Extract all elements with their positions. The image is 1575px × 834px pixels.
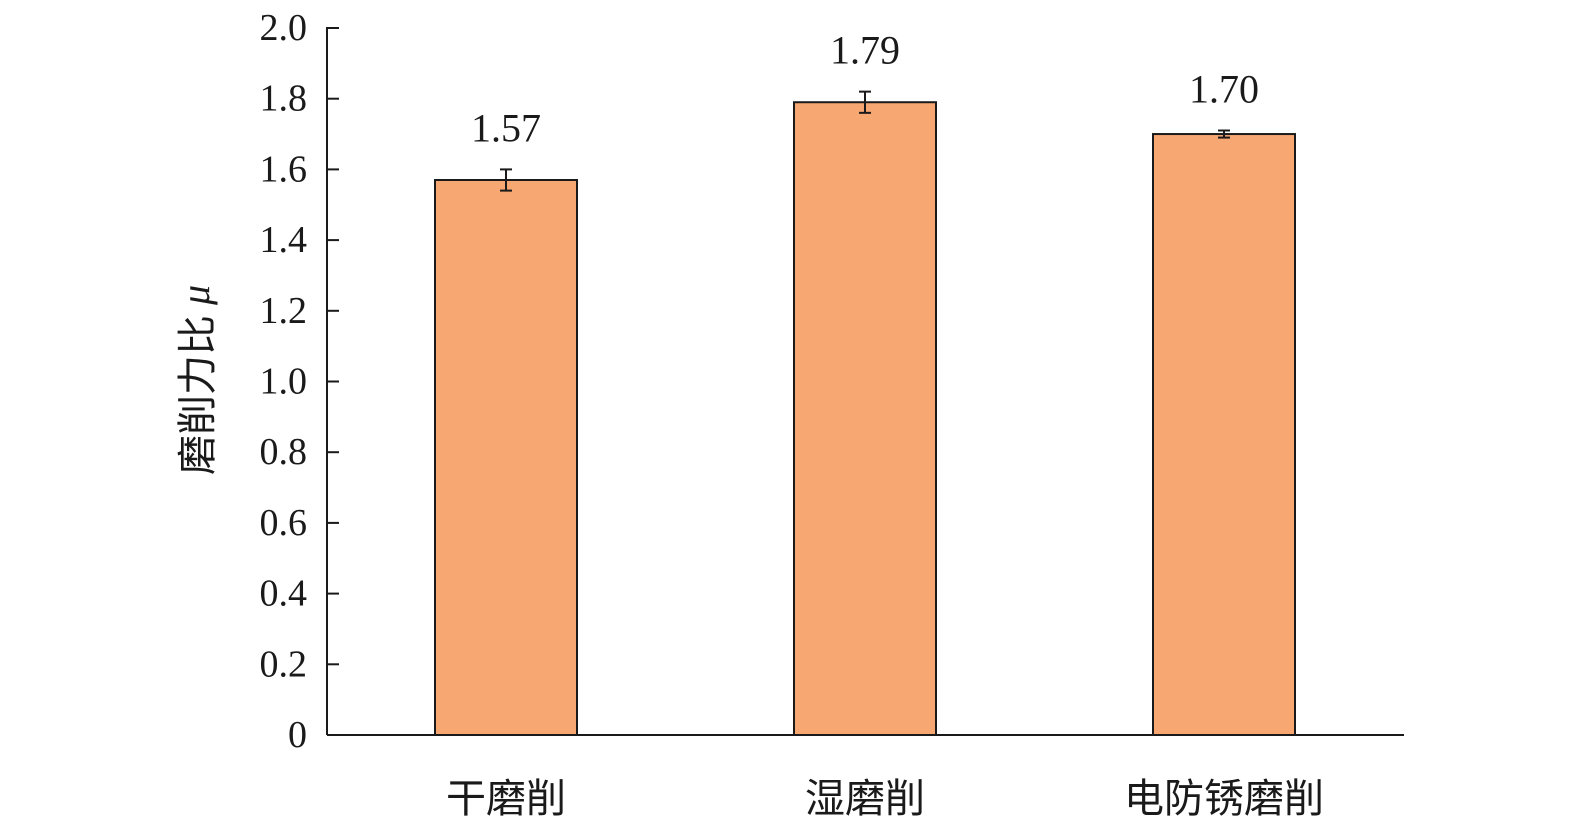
y-tick-label: 1.0 [260,361,308,403]
data-label: 1.70 [1189,67,1259,112]
y-tick-label: 0.8 [260,431,308,473]
y-tick-label: 0.2 [260,643,308,685]
data-label: 1.57 [471,105,541,150]
error-bar [500,168,512,192]
error-bar [859,90,871,114]
bar [1152,133,1296,737]
data-label: 1.79 [830,28,900,73]
y-axis-title-symbol: μ [173,285,218,306]
y-tick-label: 1.4 [260,219,308,261]
data-labels: 1.57 1.79 1.70 [471,28,1259,151]
y-axis-title: 磨削力比 μ [173,285,221,475]
bar [793,101,937,737]
y-tick-label: 0.6 [260,502,308,544]
bar [434,179,578,736]
category-label: 电防锈磨削 [1124,776,1324,822]
error-bar [1218,129,1230,139]
y-tick-label: 0 [288,714,307,756]
y-axis-ticks: 0 0.2 0.4 0.6 0.8 1.0 1.2 1.4 1.6 1.8 2.0 [260,7,339,756]
category-labels: 干磨削 湿磨削 电防锈磨削 [446,776,1324,822]
bars [434,101,1296,737]
y-axis-title-text: 磨削力比 [175,315,221,475]
category-label: 干磨削 [446,776,566,822]
y-tick-label: 1.6 [260,148,308,190]
error-bars [500,90,1230,192]
y-tick-label: 0.4 [260,573,308,615]
category-label: 湿磨削 [805,776,925,822]
y-tick-label: 1.8 [260,78,308,120]
y-tick-label: 2.0 [260,7,308,49]
y-tick-label: 1.2 [260,290,308,332]
